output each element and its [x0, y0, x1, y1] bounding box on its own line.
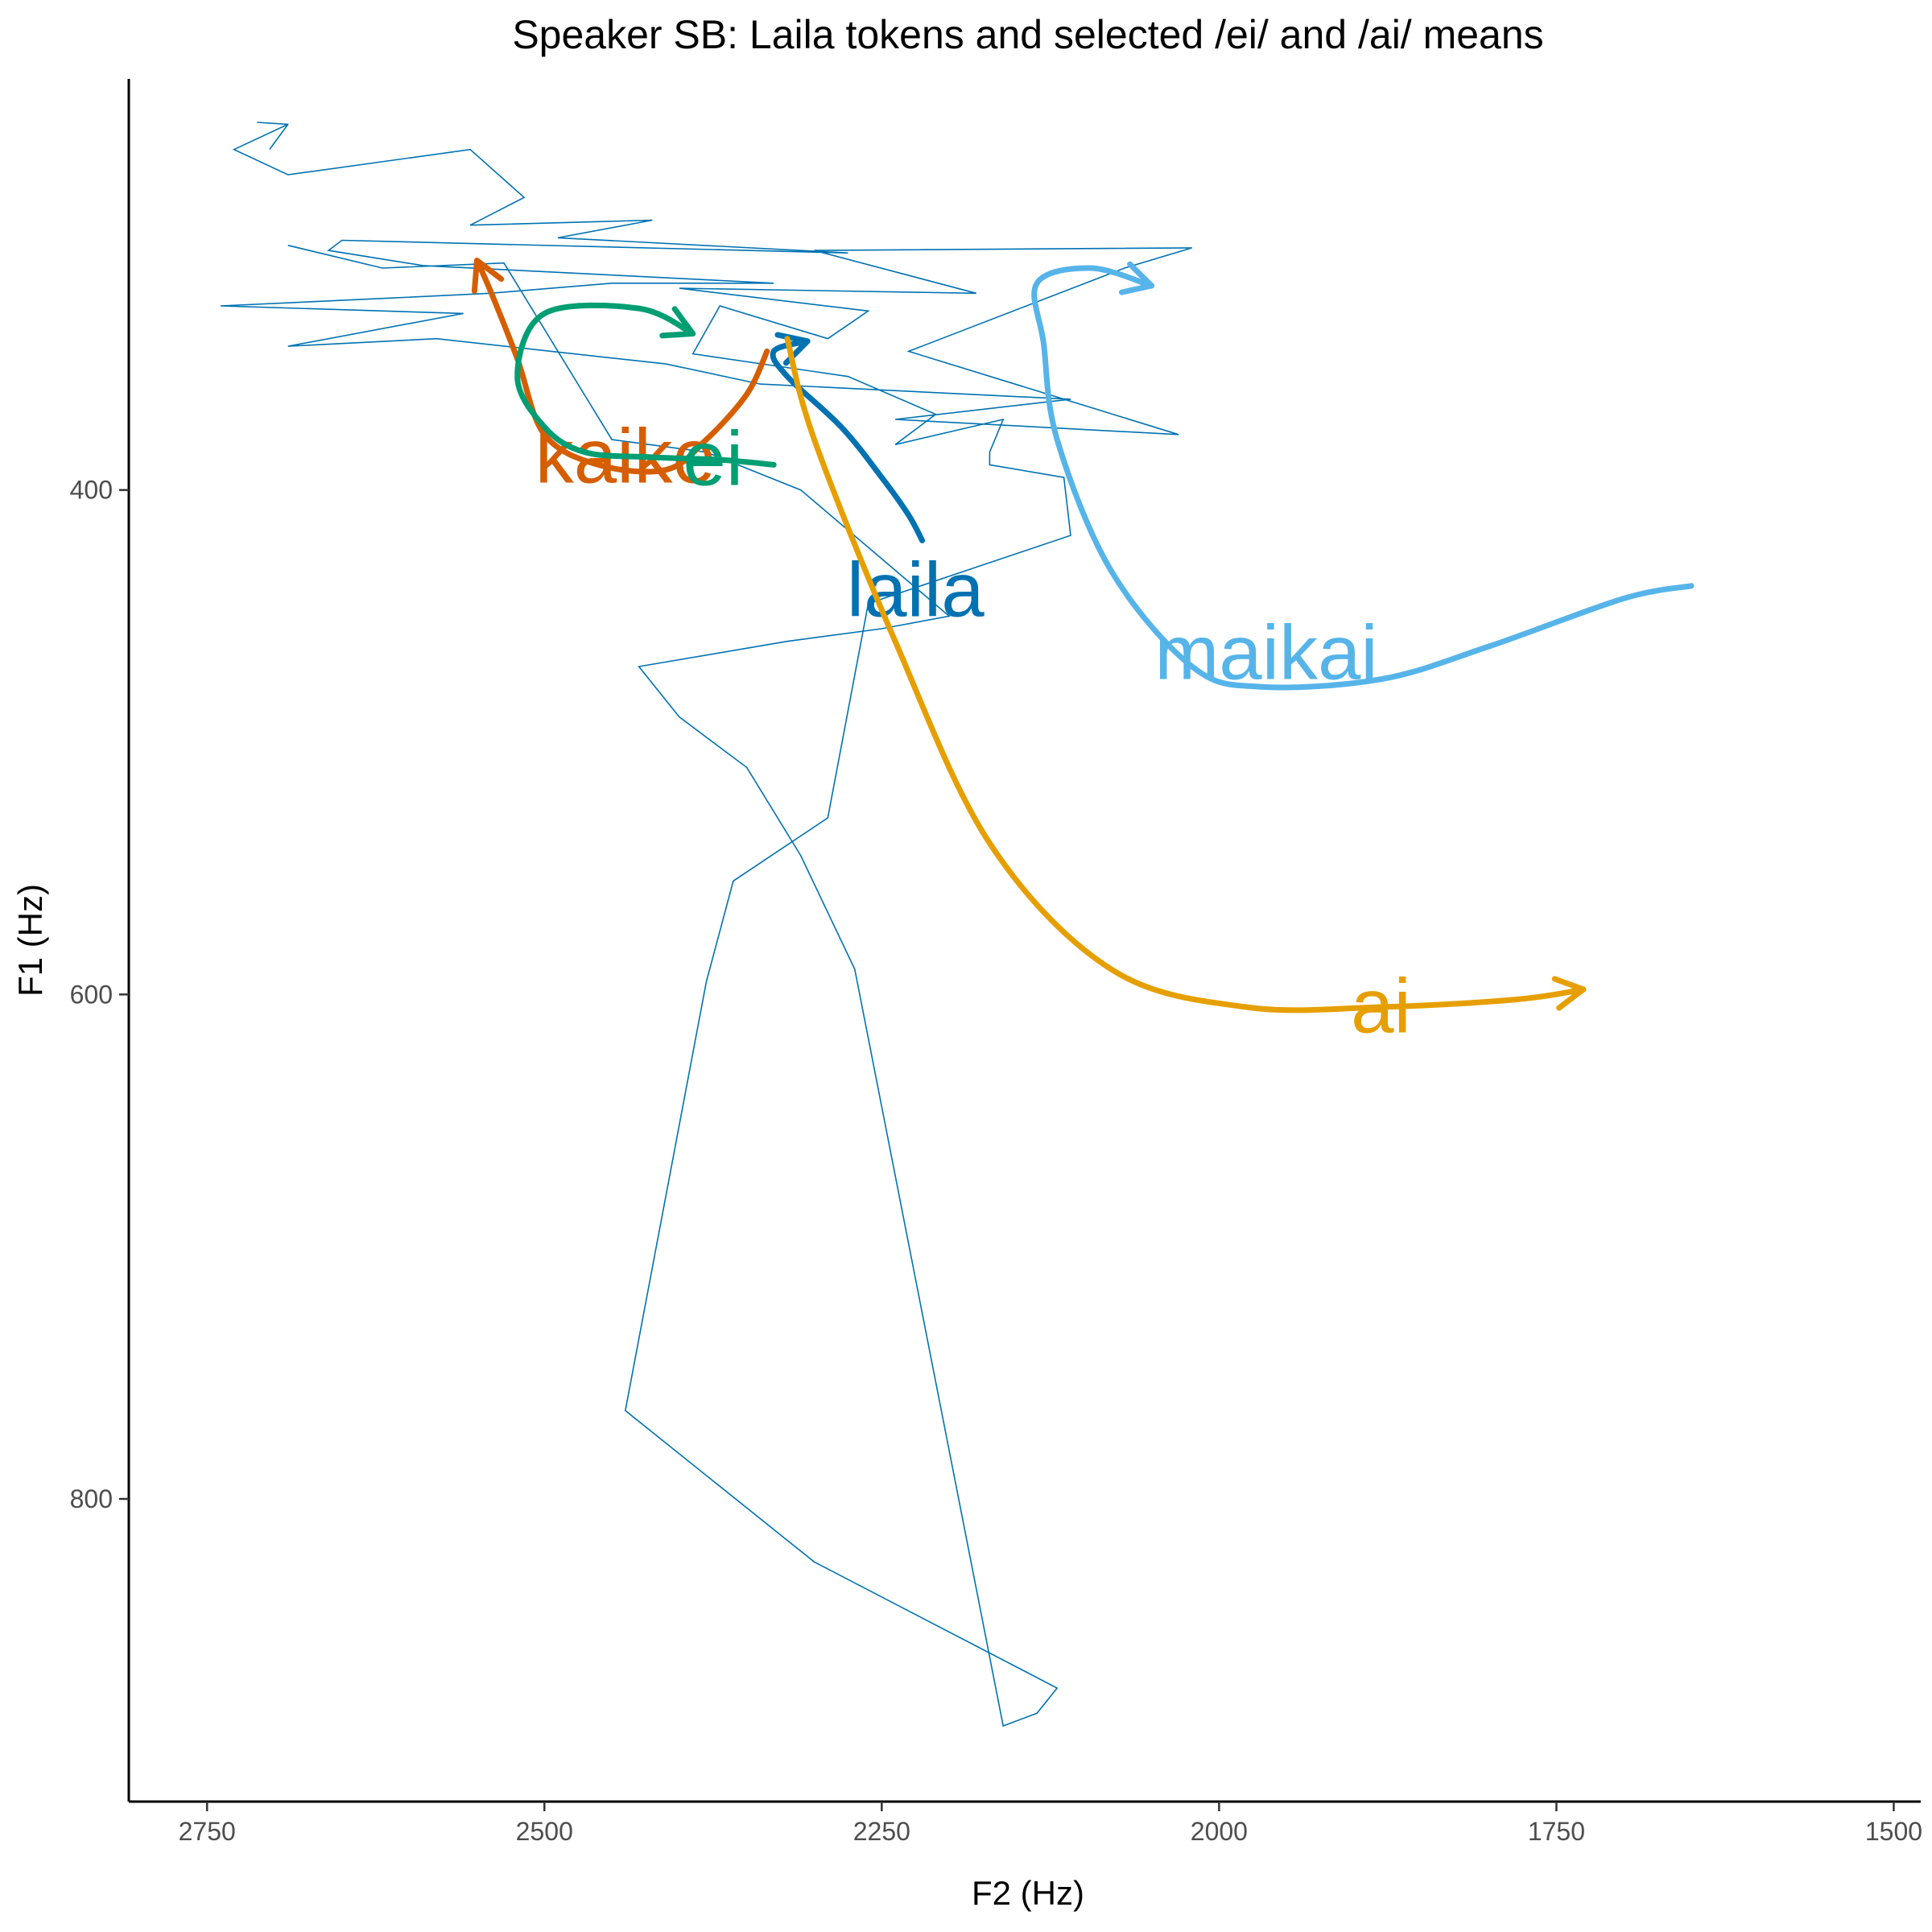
chart-title: Speaker SB: Laila tokens and selected /e… — [512, 12, 1543, 57]
ei-arrowhead — [659, 306, 696, 339]
x-tick-label: 1500 — [1865, 1817, 1922, 1846]
ai-label: ai — [1351, 963, 1411, 1049]
x-axis-title: F2 (Hz) — [972, 1874, 1084, 1912]
laila-label: laila — [847, 547, 985, 633]
maikai-mean-trajectory — [1031, 265, 1695, 691]
plot-area — [220, 122, 1193, 1728]
x-axis-ticks: 2750 2500 2250 2000 1750 1500 — [179, 1802, 1922, 1846]
laila-mean-trajectory — [770, 338, 926, 543]
x-tick-label: 1750 — [1528, 1817, 1585, 1846]
ei-mean-trajectory — [514, 302, 777, 468]
x-tick-label: 2000 — [1191, 1817, 1248, 1846]
laila-token-arrowhead — [257, 122, 289, 150]
x-tick-label: 2750 — [179, 1817, 236, 1846]
y-tick-label: 400 — [70, 476, 113, 505]
y-tick-label: 800 — [70, 1484, 113, 1513]
y-tick-label: 600 — [70, 980, 113, 1009]
y-axis-ticks: 400 600 800 — [70, 476, 129, 1513]
ai-arrowhead — [1551, 976, 1587, 1011]
kaike-arrowhead — [471, 258, 505, 294]
x-tick-label: 2500 — [516, 1817, 573, 1846]
kaike-mean-trajectory — [474, 258, 770, 475]
laila-token-path — [220, 123, 1193, 1728]
x-tick-label: 2250 — [853, 1817, 910, 1846]
maikai-label: maikai — [1154, 610, 1377, 696]
ai-mean-trajectory — [784, 336, 1587, 1013]
y-axis-title: F1 (Hz) — [11, 884, 49, 997]
maikai-arrowhead — [1118, 261, 1155, 295]
ei-label: ei — [683, 415, 743, 502]
